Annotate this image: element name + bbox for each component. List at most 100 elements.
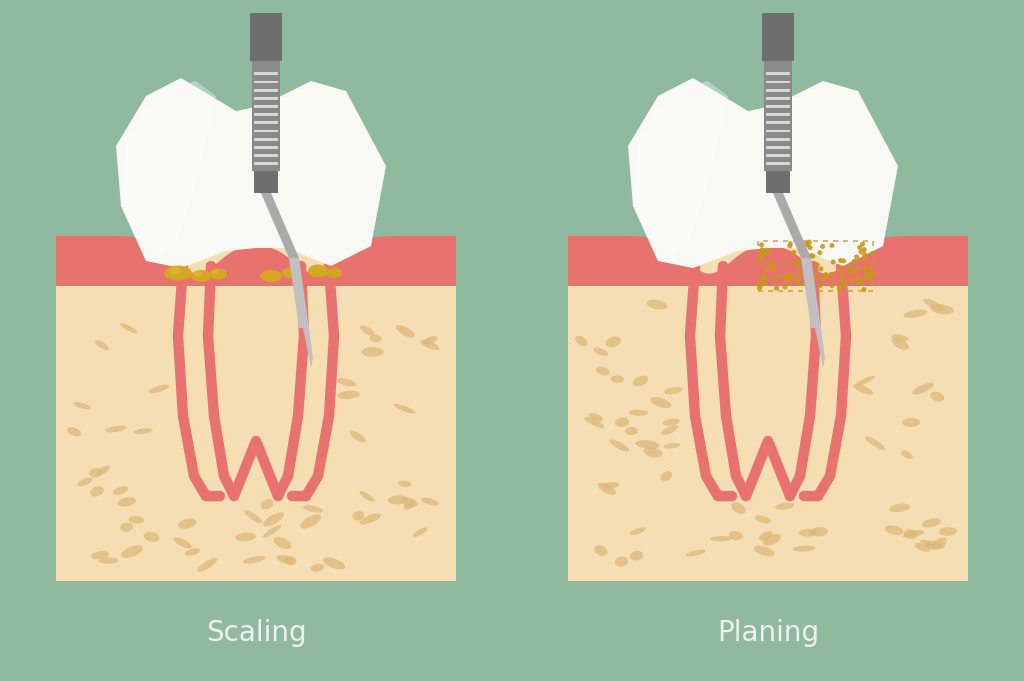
Ellipse shape [855, 376, 874, 386]
Circle shape [870, 272, 876, 278]
Circle shape [759, 253, 764, 258]
Ellipse shape [96, 466, 110, 475]
Ellipse shape [310, 564, 325, 572]
Circle shape [861, 256, 866, 262]
Bar [766, 129, 790, 132]
Circle shape [854, 254, 859, 259]
Ellipse shape [914, 543, 930, 552]
Circle shape [804, 252, 809, 257]
Ellipse shape [853, 384, 873, 394]
Ellipse shape [133, 428, 153, 434]
Ellipse shape [263, 525, 282, 538]
Ellipse shape [924, 299, 945, 311]
Ellipse shape [650, 397, 672, 408]
Circle shape [870, 271, 876, 276]
Ellipse shape [630, 551, 643, 560]
Circle shape [808, 277, 813, 282]
Circle shape [813, 273, 818, 279]
Polygon shape [633, 81, 728, 261]
Bar [766, 146, 790, 148]
Circle shape [774, 285, 779, 291]
Ellipse shape [129, 516, 144, 524]
Circle shape [795, 277, 800, 282]
Ellipse shape [191, 270, 211, 282]
Circle shape [820, 274, 825, 279]
Circle shape [784, 275, 788, 281]
Circle shape [760, 280, 765, 285]
Ellipse shape [121, 522, 133, 532]
Ellipse shape [610, 375, 625, 383]
Circle shape [806, 242, 811, 248]
Bar [250, 13, 282, 61]
Ellipse shape [300, 514, 322, 528]
Circle shape [807, 240, 812, 244]
Ellipse shape [395, 325, 415, 338]
Ellipse shape [922, 518, 941, 527]
Ellipse shape [91, 551, 110, 559]
Circle shape [803, 281, 807, 286]
Bar [254, 121, 278, 124]
Ellipse shape [711, 536, 732, 541]
Bar [254, 80, 278, 83]
Ellipse shape [731, 503, 745, 514]
Circle shape [837, 268, 842, 272]
Circle shape [808, 245, 813, 250]
Ellipse shape [865, 437, 885, 450]
Ellipse shape [361, 347, 384, 357]
Circle shape [801, 258, 806, 264]
Ellipse shape [754, 545, 774, 556]
Circle shape [759, 242, 764, 247]
Circle shape [861, 287, 866, 292]
Bar [766, 121, 790, 124]
Circle shape [861, 247, 866, 252]
Ellipse shape [647, 300, 667, 310]
Ellipse shape [68, 427, 81, 437]
Bar [254, 72, 278, 75]
Ellipse shape [605, 336, 622, 347]
Ellipse shape [421, 340, 439, 350]
Ellipse shape [164, 266, 193, 281]
Text: Scaling: Scaling [206, 619, 306, 647]
Polygon shape [261, 193, 299, 258]
Bar [254, 138, 278, 140]
Ellipse shape [925, 541, 945, 550]
Ellipse shape [755, 516, 771, 524]
Ellipse shape [588, 413, 603, 422]
Ellipse shape [729, 531, 742, 540]
Ellipse shape [148, 385, 169, 393]
Circle shape [758, 283, 763, 289]
Circle shape [818, 266, 823, 271]
Polygon shape [56, 236, 456, 286]
Circle shape [793, 262, 798, 266]
Ellipse shape [629, 409, 648, 416]
Ellipse shape [643, 447, 663, 458]
Ellipse shape [775, 503, 794, 510]
Circle shape [855, 276, 859, 281]
Bar [766, 105, 790, 108]
Ellipse shape [932, 537, 947, 549]
Ellipse shape [198, 558, 217, 572]
Ellipse shape [118, 497, 136, 507]
Ellipse shape [194, 271, 202, 277]
Bar [254, 162, 278, 165]
Ellipse shape [211, 269, 218, 274]
Circle shape [783, 262, 788, 266]
Circle shape [782, 285, 787, 289]
Ellipse shape [370, 334, 382, 342]
Bar [766, 80, 790, 83]
Ellipse shape [799, 528, 817, 537]
Circle shape [765, 248, 770, 253]
Bar [764, 61, 792, 171]
Circle shape [860, 242, 865, 247]
Ellipse shape [260, 270, 282, 282]
Circle shape [792, 250, 797, 255]
Ellipse shape [686, 550, 706, 556]
Ellipse shape [282, 268, 300, 279]
Bar [766, 97, 790, 99]
Bar [254, 154, 278, 157]
Ellipse shape [236, 533, 256, 541]
Ellipse shape [903, 310, 927, 318]
Circle shape [842, 259, 846, 264]
Circle shape [780, 274, 785, 279]
Circle shape [862, 266, 867, 271]
